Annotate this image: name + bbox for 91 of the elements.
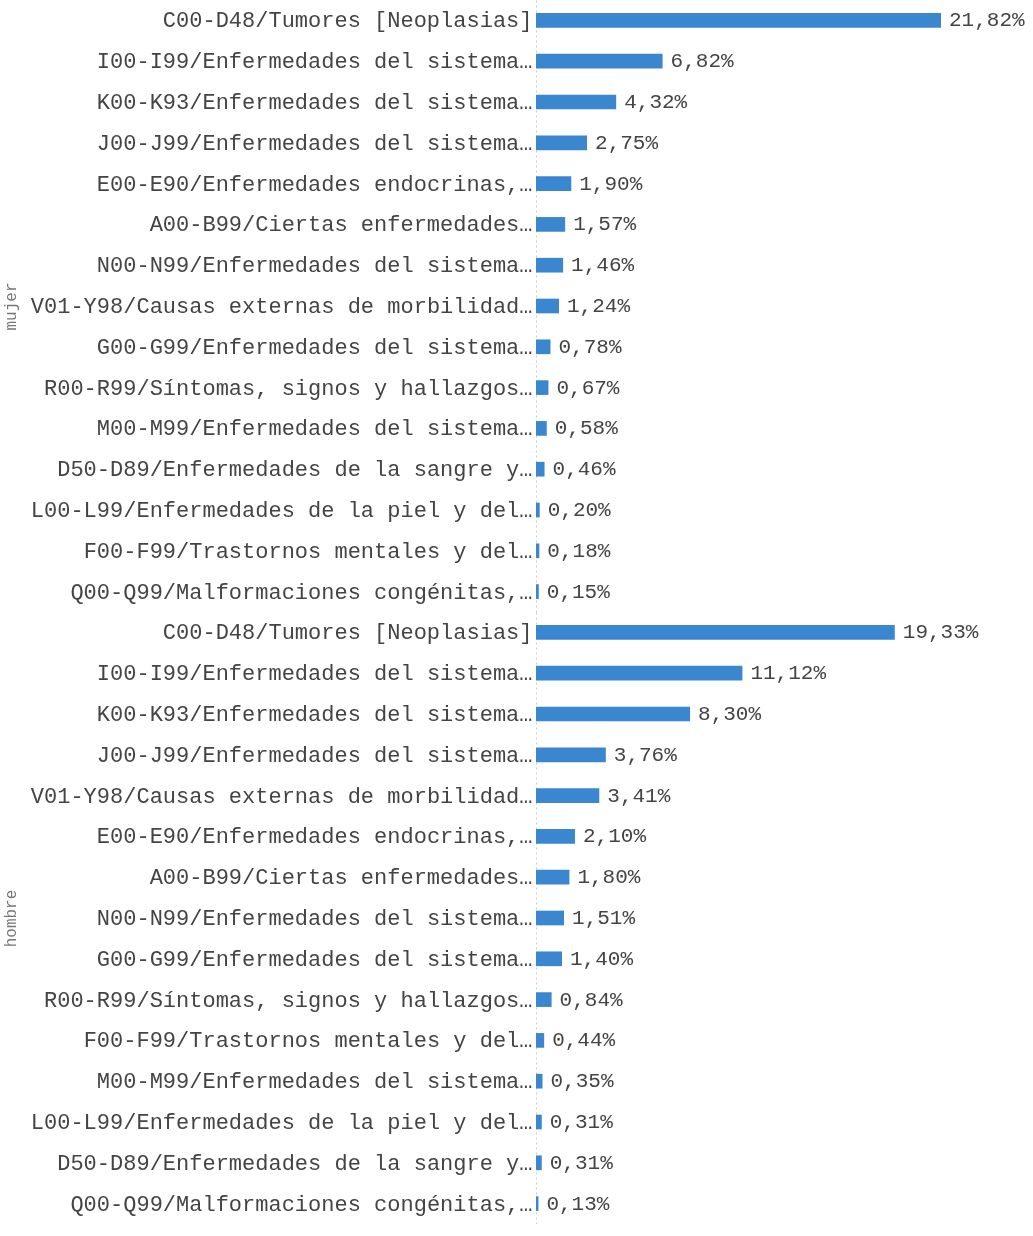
data-label: 8,30% bbox=[698, 703, 762, 726]
bar bbox=[536, 1155, 542, 1171]
bar bbox=[536, 135, 588, 151]
data-label: 19,33% bbox=[902, 621, 979, 645]
bar bbox=[536, 543, 540, 559]
bar bbox=[536, 217, 566, 232]
y-axis-title: hombre bbox=[2, 889, 21, 948]
data-label: 0,35% bbox=[550, 1070, 614, 1094]
y-tick-label: M00-M99/Enfermedades del sistema… bbox=[96, 1070, 533, 1096]
y-tick-label: R00-R99/Síntomas, signos y hallazgos… bbox=[44, 988, 533, 1014]
bar bbox=[536, 951, 562, 967]
data-label: 0,67% bbox=[556, 376, 620, 400]
y-tick-label: I00-I99/Enfermedades del sistema… bbox=[96, 50, 533, 76]
bar bbox=[536, 176, 572, 191]
y-tick-label: V01-Y98/Causas externas de morbilidad… bbox=[30, 784, 533, 810]
data-label: 0,46% bbox=[552, 458, 616, 482]
bar bbox=[536, 869, 570, 885]
y-tick-label: L00-L99/Enfermedades de la piel y del… bbox=[30, 499, 533, 524]
bar bbox=[536, 421, 547, 436]
y-tick-label: J00-J99/Enfermedades del sistema… bbox=[96, 131, 533, 157]
data-label: 0,31% bbox=[549, 1111, 614, 1134]
data-label: 11,12% bbox=[750, 662, 827, 686]
y-tick-label: R00-R99/Síntomas, signos y hallazgos… bbox=[44, 376, 533, 402]
y-tick-label: E00-E90/Enfermedades endocrinas,… bbox=[96, 172, 533, 198]
y-tick-label: J00-J99/Enfermedades del sistema… bbox=[96, 743, 533, 769]
data-label: 0,31% bbox=[549, 1151, 614, 1175]
data-label: 0,58% bbox=[554, 417, 619, 441]
y-tick-label: N00-N99/Enfermedades del sistema… bbox=[96, 907, 533, 932]
y-tick-label: C00-D48/Tumores [Neoplasias] bbox=[162, 621, 533, 647]
bar bbox=[536, 1033, 545, 1048]
bar bbox=[536, 461, 545, 477]
bar bbox=[536, 788, 600, 803]
y-tick-label: D50-D89/Enfermedades de la sangre y… bbox=[57, 458, 533, 484]
bar bbox=[536, 910, 565, 926]
y-tick-label: M00-M99/Enfermedades del sistema… bbox=[96, 417, 533, 443]
data-label: 1,57% bbox=[573, 213, 637, 237]
y-tick-label: G00-G99/Enfermedades del sistema… bbox=[96, 947, 533, 973]
data-label: 2,75% bbox=[595, 131, 659, 155]
bar bbox=[536, 339, 551, 355]
y-tick-label: K00-K93/Enfermedades del sistema… bbox=[96, 703, 533, 728]
y-tick-label: E00-E90/Enfermedades endocrinas,… bbox=[96, 825, 533, 851]
bar bbox=[536, 992, 552, 1007]
data-label: 0,84% bbox=[559, 988, 623, 1012]
data-label: 0,18% bbox=[547, 539, 611, 563]
bar bbox=[536, 706, 691, 722]
data-label: 4,32% bbox=[624, 91, 688, 114]
bar bbox=[536, 53, 663, 69]
y-tick-label: A00-B99/Ciertas enfermedades… bbox=[149, 213, 533, 239]
data-label: 0,44% bbox=[552, 1029, 616, 1053]
y-tick-label: K00-K93/Enfermedades del sistema… bbox=[96, 91, 533, 116]
bar bbox=[536, 665, 743, 681]
data-label: 1,80% bbox=[577, 866, 641, 890]
data-label: 3,76% bbox=[613, 743, 678, 767]
bar bbox=[536, 584, 539, 599]
bar bbox=[536, 1073, 543, 1089]
y-tick-label: D50-D89/Enfermedades de la sangre y… bbox=[57, 1151, 533, 1177]
data-label: 0,20% bbox=[547, 499, 612, 522]
y-tick-label: L00-L99/Enfermedades de la piel y del… bbox=[30, 1111, 533, 1136]
bar bbox=[536, 380, 549, 395]
data-label: 6,82% bbox=[670, 50, 734, 74]
data-label: 1,46% bbox=[571, 254, 635, 278]
data-label: 0,13% bbox=[546, 1192, 610, 1216]
y-tick-label: Q00-Q99/Malformaciones congénitas,… bbox=[70, 1192, 533, 1218]
y-tick-label: N00-N99/Enfermedades del sistema… bbox=[96, 254, 533, 280]
data-label: 3,41% bbox=[607, 784, 671, 808]
bar bbox=[536, 829, 575, 844]
y-tick-label: Q00-Q99/Malformaciones congénitas,… bbox=[70, 580, 533, 606]
data-label: 0,15% bbox=[546, 580, 611, 604]
y-axis-title: mujer bbox=[2, 282, 21, 331]
data-label: 1,24% bbox=[567, 295, 631, 318]
bar bbox=[536, 257, 564, 273]
bar bbox=[536, 94, 617, 110]
y-tick-label: F00-F99/Trastornos mentales y del… bbox=[83, 1029, 533, 1055]
y-tick-label: G00-G99/Enfermedades del sistema… bbox=[96, 335, 533, 361]
data-label: 2,10% bbox=[582, 825, 647, 849]
data-label: 1,90% bbox=[579, 172, 643, 196]
data-label: 1,51% bbox=[572, 907, 636, 930]
data-label: 1,40% bbox=[569, 947, 634, 971]
y-tick-label: F00-F99/Trastornos mentales y del… bbox=[83, 539, 533, 565]
y-tick-label: A00-B99/Ciertas enfermedades… bbox=[149, 866, 533, 892]
bar bbox=[536, 747, 606, 763]
data-label: 0,78% bbox=[558, 335, 622, 359]
y-tick-label: I00-I99/Enfermedades del sistema… bbox=[96, 662, 533, 688]
y-tick-label: C00-D48/Tumores [Neoplasias] bbox=[162, 9, 533, 35]
bar bbox=[536, 298, 560, 314]
bar bbox=[536, 13, 941, 28]
y-tick-label: V01-Y98/Causas externas de morbilidad… bbox=[30, 295, 533, 320]
bar bbox=[536, 625, 895, 640]
bar bbox=[536, 1114, 542, 1130]
data-label: 21,82% bbox=[949, 9, 1026, 33]
bar bbox=[536, 502, 540, 518]
